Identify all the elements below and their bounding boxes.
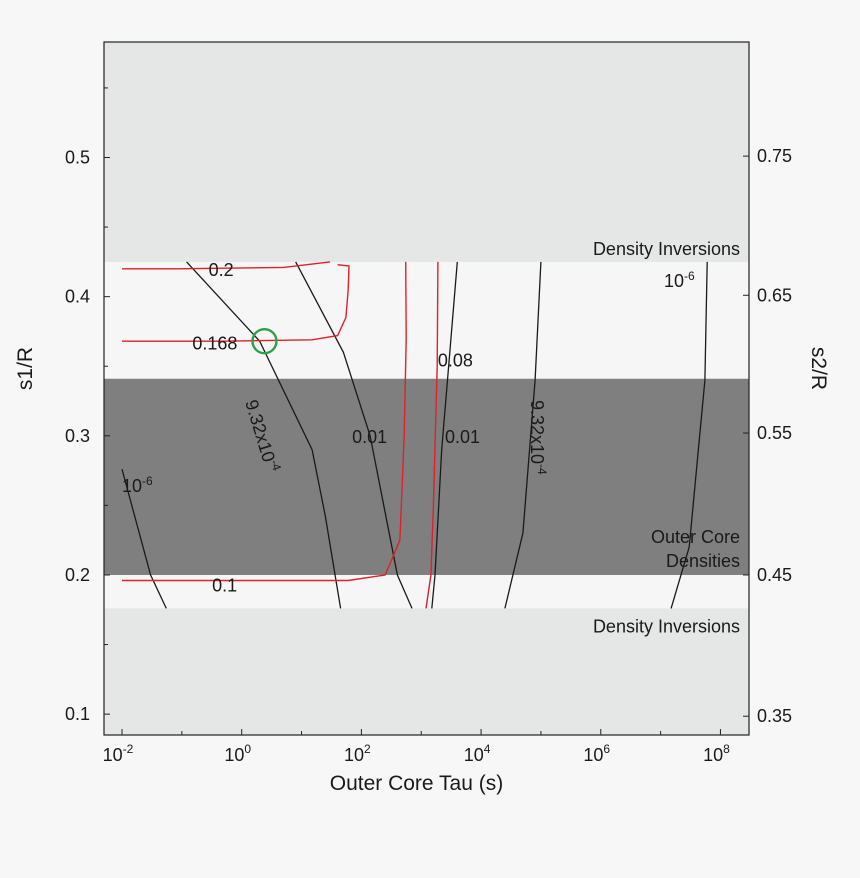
contour-0.2 bbox=[122, 261, 331, 270]
y-axis-left-title: s1/R bbox=[14, 347, 37, 390]
label-0.168: 0.168 bbox=[192, 334, 237, 354]
y-left-tick-label: 0.4 bbox=[65, 287, 90, 307]
y-right-tick-label: 0.35 bbox=[757, 706, 792, 726]
region-label-bottom: Density Inversions bbox=[593, 616, 740, 636]
y-right-tick-label: 0.75 bbox=[757, 146, 792, 166]
y-right-tick-label: 0.55 bbox=[757, 423, 792, 443]
contour-0.168 bbox=[122, 264, 350, 342]
contour-9.32e-4-right bbox=[504, 261, 542, 609]
x-tick-label: 102 bbox=[344, 742, 371, 765]
contour-0.01-left bbox=[295, 261, 413, 609]
label-0.01-left: 0.01 bbox=[352, 427, 387, 447]
x-tick-label: 108 bbox=[703, 742, 730, 765]
y-left-tick-label: 0.3 bbox=[65, 426, 90, 446]
y-left-tick-label: 0.5 bbox=[65, 148, 90, 168]
contours bbox=[121, 261, 708, 609]
contour-1e-6-right bbox=[670, 261, 708, 609]
label-0.08: 0.08 bbox=[438, 350, 473, 370]
x-axis-title: Outer Core Tau (s) bbox=[330, 772, 504, 795]
y-left-tick-label: 0.2 bbox=[65, 565, 90, 585]
region-label-top: Density Inversions bbox=[593, 239, 740, 259]
contour-1e-6-left bbox=[121, 469, 167, 609]
highlight-marker bbox=[251, 327, 278, 355]
label-9.32e-4-right: 9.32x10-4 bbox=[527, 400, 549, 475]
tick-labels: 10-2 100 102 104 106 108 0.1 0.2 0.3 0.4 0.5 0.35 0.… bbox=[65, 146, 792, 765]
label-0.2: 0.2 bbox=[209, 260, 234, 280]
region-label-middle: Densities bbox=[666, 551, 740, 571]
x-tick-label: 10-2 bbox=[103, 742, 134, 765]
contour-9.32e-4-left bbox=[186, 261, 342, 609]
density-inversions-bottom bbox=[104, 608, 749, 735]
y-right-tick-label: 0.65 bbox=[757, 285, 792, 305]
y-axis-right-title: s2/R bbox=[807, 347, 830, 390]
x-tick-label: 106 bbox=[583, 742, 610, 765]
x-tick-label: 100 bbox=[224, 742, 251, 765]
label-0.01-right: 0.01 bbox=[445, 427, 480, 447]
ticks bbox=[104, 87, 749, 735]
outer-core-densities bbox=[104, 378, 749, 575]
plot-frame bbox=[103, 41, 750, 736]
density-inversions-top bbox=[104, 42, 749, 262]
label-1e-6-right: 10-6 bbox=[664, 269, 695, 291]
region-label-middle: Outer Core bbox=[651, 527, 740, 547]
marker-layer bbox=[251, 327, 278, 355]
regions bbox=[104, 42, 749, 735]
contour-0.01-right bbox=[431, 261, 458, 609]
contour-0.08 bbox=[122, 261, 407, 582]
x-tick-label: 104 bbox=[464, 742, 491, 765]
label-1e-6-left: 10-6 bbox=[122, 474, 153, 496]
y-left-tick-label: 0.1 bbox=[65, 704, 90, 724]
y-right-tick-label: 0.45 bbox=[757, 565, 792, 585]
contour-0.08b bbox=[425, 261, 439, 609]
label-0.1: 0.1 bbox=[212, 576, 237, 596]
region-labels: Density Inversions Outer Core Densities Den… bbox=[593, 239, 740, 637]
